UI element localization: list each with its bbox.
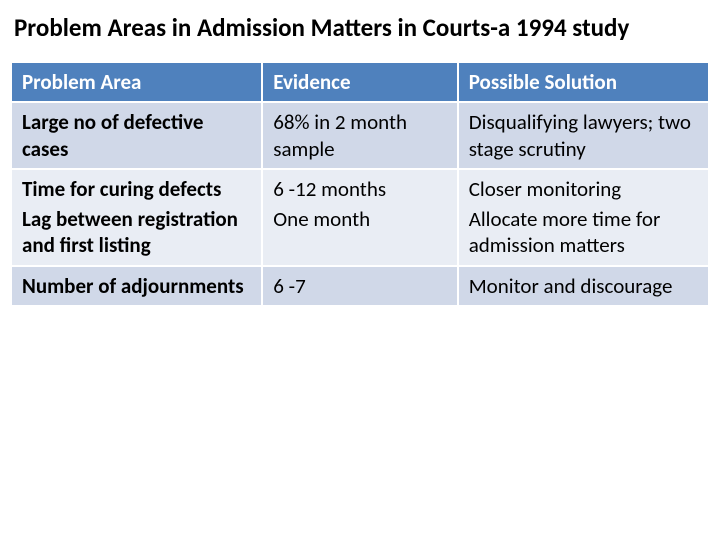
table-row: Large no of defective cases 68% in 2 mon… [11, 102, 709, 169]
cell-solution: Allocate more time for admission matters [458, 204, 709, 266]
table-header-row: Problem Area Evidence Possible Solution [11, 62, 709, 102]
problems-table: Problem Area Evidence Possible Solution … [10, 61, 710, 307]
cell-problem: Lag between registration and first listi… [11, 204, 262, 266]
table-row: Number of adjournments 6 -7 Monitor and … [11, 266, 709, 306]
cell-evidence: One month [262, 204, 457, 266]
cell-problem: Time for curing defects [11, 169, 262, 204]
col-header-solution: Possible Solution [458, 62, 709, 102]
col-header-evidence: Evidence [262, 62, 457, 102]
cell-evidence: 68% in 2 month sample [262, 102, 457, 169]
table-row: Time for curing defects 6 -12 months Clo… [11, 169, 709, 204]
cell-solution: Monitor and discourage [458, 266, 709, 306]
slide-title: Problem Areas in Admission Matters in Co… [10, 12, 710, 43]
table-row: Lag between registration and first listi… [11, 204, 709, 266]
cell-problem: Large no of defective cases [11, 102, 262, 169]
cell-evidence: 6 -12 months [262, 169, 457, 204]
cell-solution: Disqualifying lawyers; two stage scrutin… [458, 102, 709, 169]
cell-evidence: 6 -7 [262, 266, 457, 306]
col-header-problem-area: Problem Area [11, 62, 262, 102]
slide: Problem Areas in Admission Matters in Co… [0, 0, 720, 540]
cell-problem: Number of adjournments [11, 266, 262, 306]
cell-solution: Closer monitoring [458, 169, 709, 204]
